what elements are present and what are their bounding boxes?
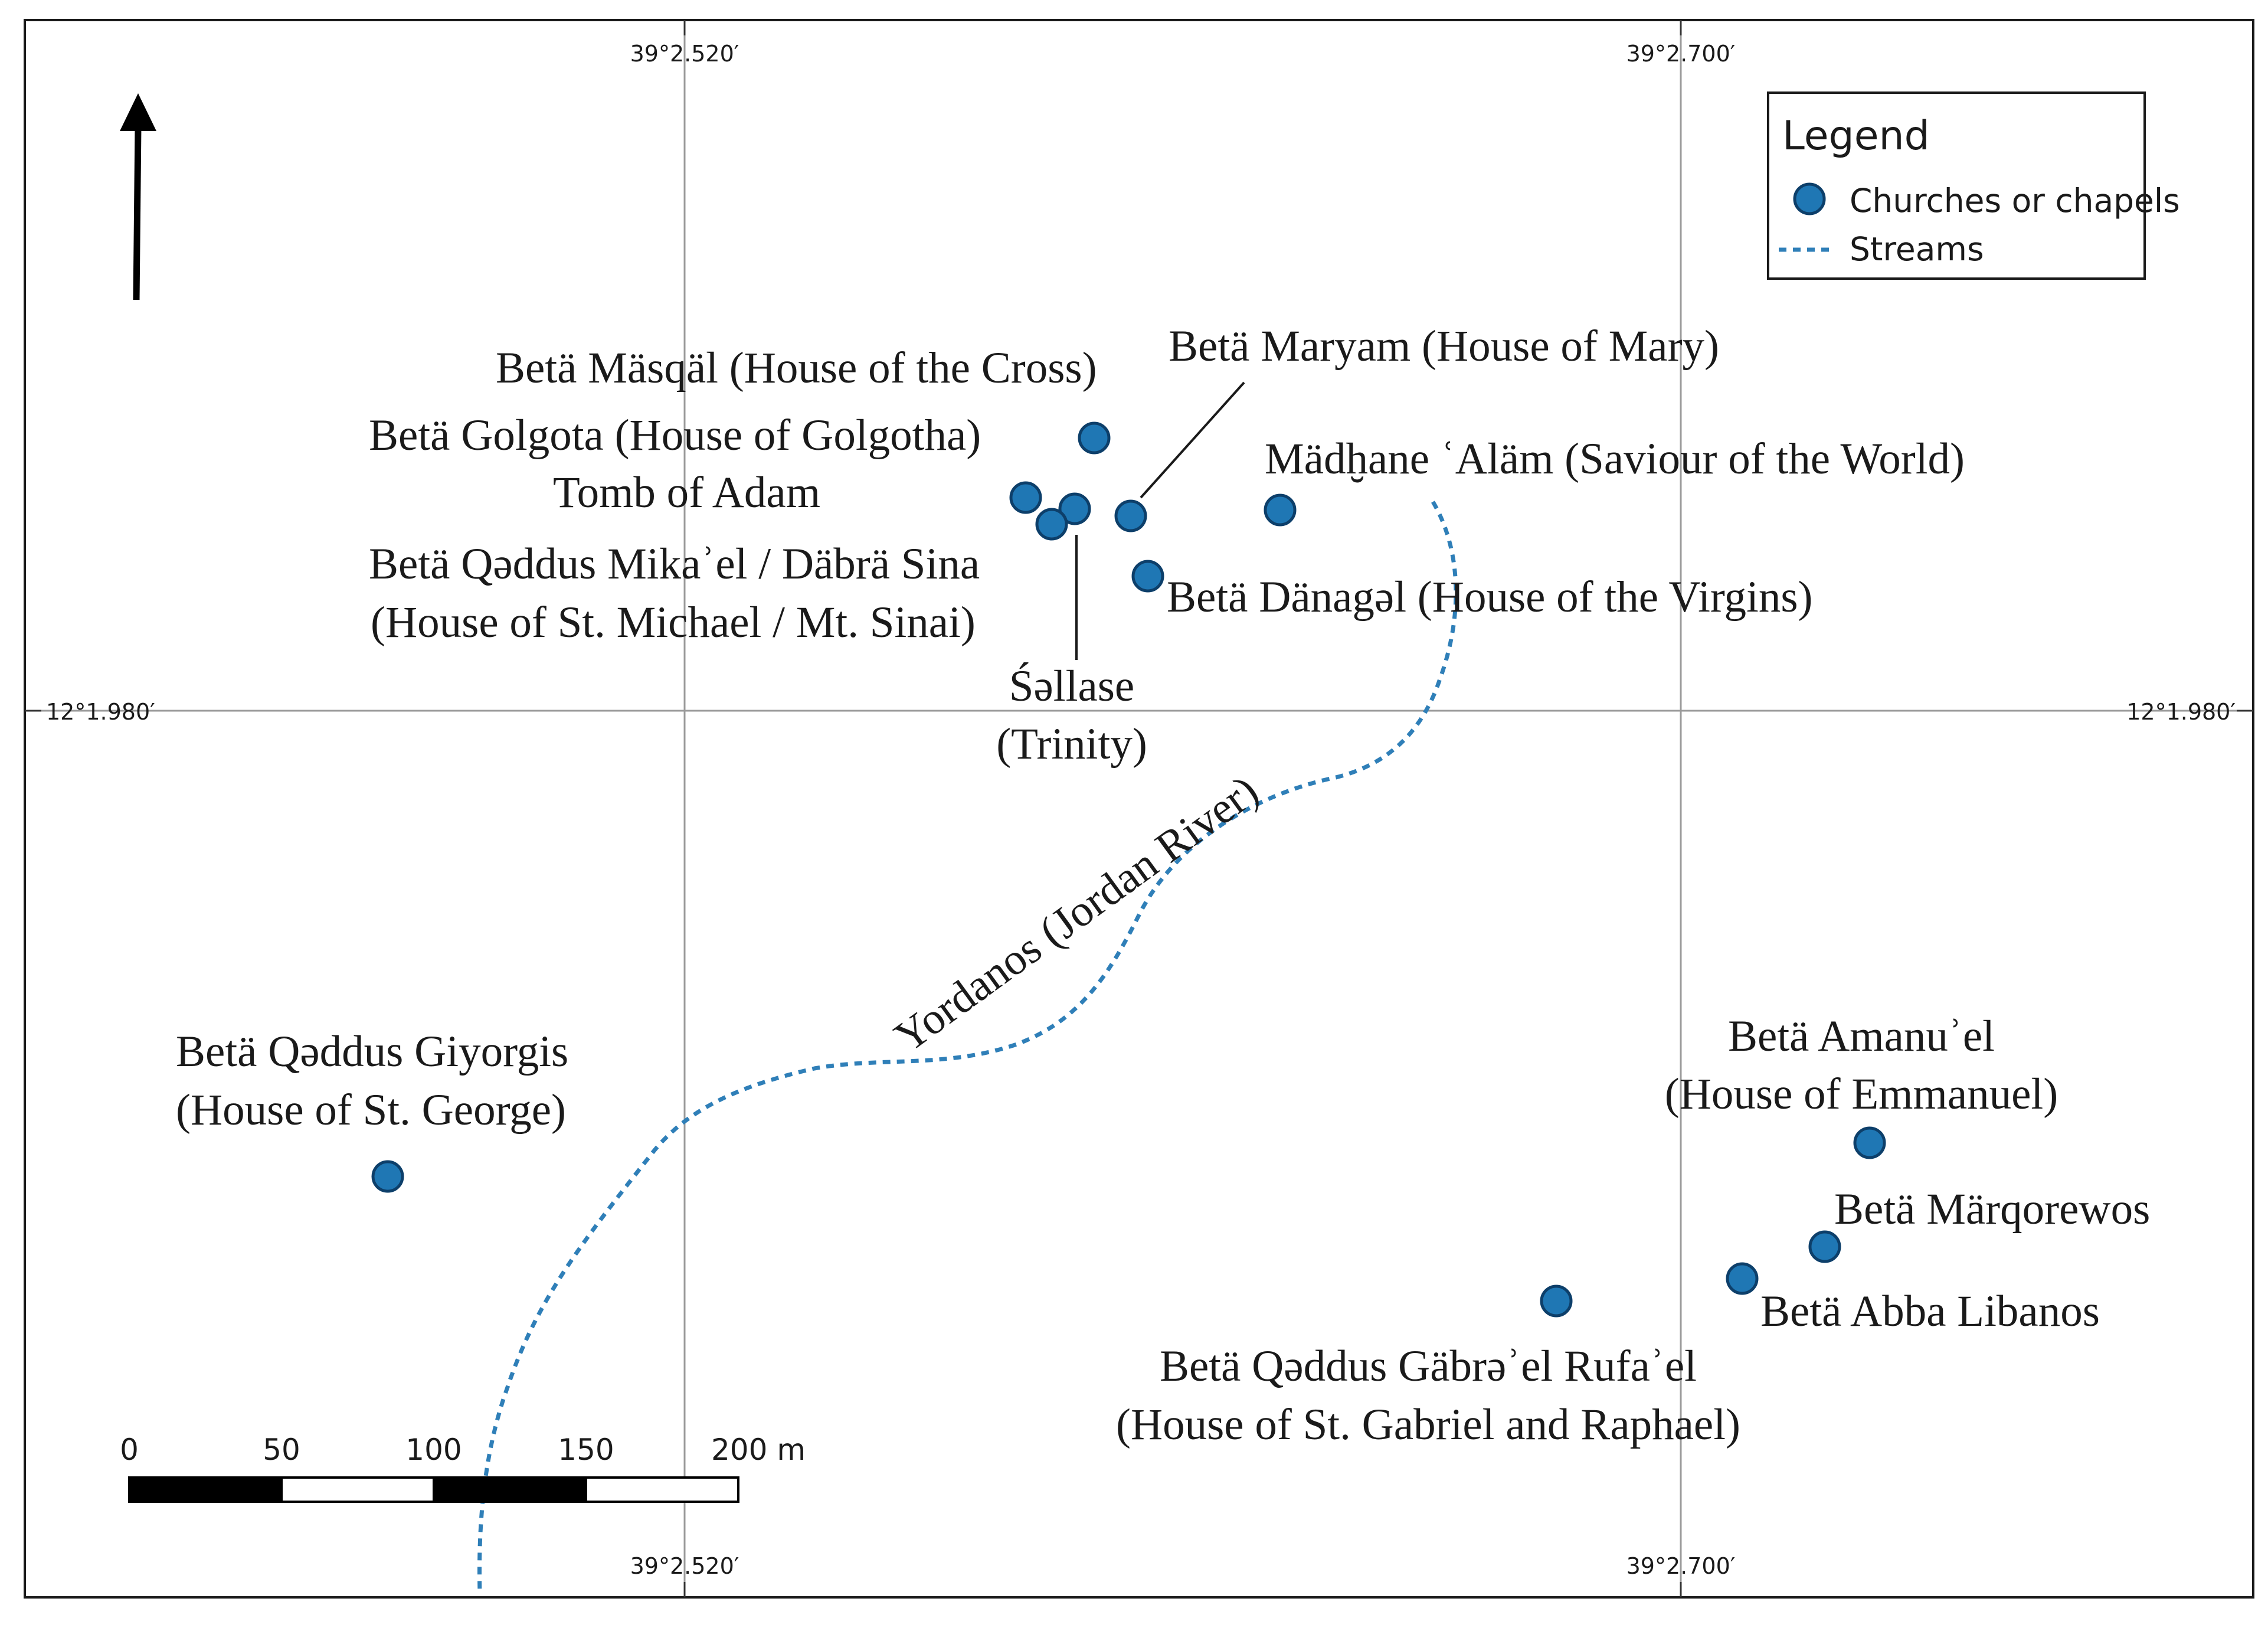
coord-top-right: 39°2.700′ bbox=[1626, 41, 1736, 67]
legend-church-symbol bbox=[1793, 182, 1826, 215]
scale-label-200: 200 m bbox=[711, 1433, 806, 1467]
label-golgota: Betä Golgota (House of Golgotha) bbox=[369, 411, 981, 460]
church-marker-tomb[interactable] bbox=[1009, 481, 1042, 514]
stream-yordanos bbox=[477, 501, 1458, 1594]
label-giyorgis-line2: (House of St. George) bbox=[176, 1086, 566, 1135]
legend-title: Legend bbox=[1782, 113, 1930, 159]
church-marker-maryam[interactable] bbox=[1114, 499, 1147, 532]
scale-label-50: 50 bbox=[263, 1433, 300, 1467]
church-marker-giyorgis[interactable] bbox=[371, 1160, 404, 1193]
label-danagal: Betä Dänagəl (House of the Virgins) bbox=[1167, 573, 1813, 622]
coord-top-left: 39°2.520′ bbox=[630, 41, 739, 67]
label-mikael-line2: (House of St. Michael / Mt. Sinai) bbox=[371, 598, 976, 647]
label-masqal: Betä Mäsqäl (House of the Cross) bbox=[496, 344, 1097, 393]
label-sellase-line1: Śəllase bbox=[1009, 662, 1134, 711]
label-tomb: Tomb of Adam bbox=[553, 468, 820, 517]
coord-right: 12°1.980′ bbox=[2126, 699, 2236, 725]
church-marker-danagal[interactable] bbox=[1131, 560, 1164, 593]
label-amanuel-line1: Betä Amanuʾel bbox=[1728, 1012, 1995, 1061]
church-marker-gabrel[interactable] bbox=[1540, 1284, 1573, 1318]
scale-bar: 0 50 100 150 200 m bbox=[120, 1433, 806, 1503]
church-marker-madhane[interactable] bbox=[1264, 493, 1297, 527]
church-marker-golgota[interactable] bbox=[1058, 492, 1091, 525]
scale-segment-3 bbox=[433, 1476, 587, 1503]
label-gabrel-line2: (House of St. Gabriel and Raphael) bbox=[1116, 1400, 1740, 1449]
label-marqorewos: Betä Märqorewos bbox=[1834, 1185, 2150, 1234]
leader-maryam bbox=[1140, 381, 1245, 499]
scale-label-0: 0 bbox=[120, 1433, 139, 1467]
label-gabrel-line1: Betä Qəddus Gäbrəʾel Rufaʾel bbox=[1160, 1342, 1697, 1391]
label-sellase-line2: (Trinity) bbox=[996, 720, 1147, 769]
scale-segment-2 bbox=[280, 1476, 435, 1503]
scale-label-150: 150 bbox=[558, 1433, 614, 1467]
coord-bottom-right: 39°2.700′ bbox=[1626, 1553, 1736, 1579]
label-madhane: Mädḫane ʿAläm (Saviour of the World) bbox=[1265, 434, 1965, 483]
legend-stream-label: Streams bbox=[1850, 230, 1984, 268]
label-libanos: Betä Abba Libanos bbox=[1760, 1287, 2100, 1336]
coord-bottom-left: 39°2.520′ bbox=[630, 1553, 739, 1579]
label-maryam: Betä Maryam (House of Mary) bbox=[1169, 322, 1719, 371]
church-marker-mikael[interactable] bbox=[1035, 508, 1068, 541]
scale-segment-1 bbox=[128, 1476, 283, 1503]
label-mikael-line1: Betä Qəddus Mikaʾel / Däbrä Sina bbox=[369, 540, 980, 589]
map-frame bbox=[24, 19, 2254, 1599]
scale-segment-4 bbox=[585, 1476, 739, 1503]
church-marker-libanos[interactable] bbox=[1726, 1262, 1759, 1295]
label-amanuel-line2: (House of Emmanuel) bbox=[1665, 1070, 2058, 1119]
church-marker-amanuel[interactable] bbox=[1853, 1126, 1886, 1159]
church-marker-masqal[interactable] bbox=[1078, 421, 1111, 455]
scale-label-100: 100 bbox=[405, 1433, 462, 1467]
church-marker-marqorewos[interactable] bbox=[1808, 1230, 1841, 1263]
legend-box bbox=[1767, 91, 2146, 280]
coord-left: 12°1.980′ bbox=[46, 699, 155, 725]
legend-church-label: Churches or chapels bbox=[1850, 182, 2180, 220]
label-giyorgis-line1: Betä Qəddus Giyorgis bbox=[176, 1027, 568, 1076]
north-arrow-icon bbox=[120, 93, 156, 300]
legend: Legend Churches or chapels Streams bbox=[1767, 91, 2180, 280]
